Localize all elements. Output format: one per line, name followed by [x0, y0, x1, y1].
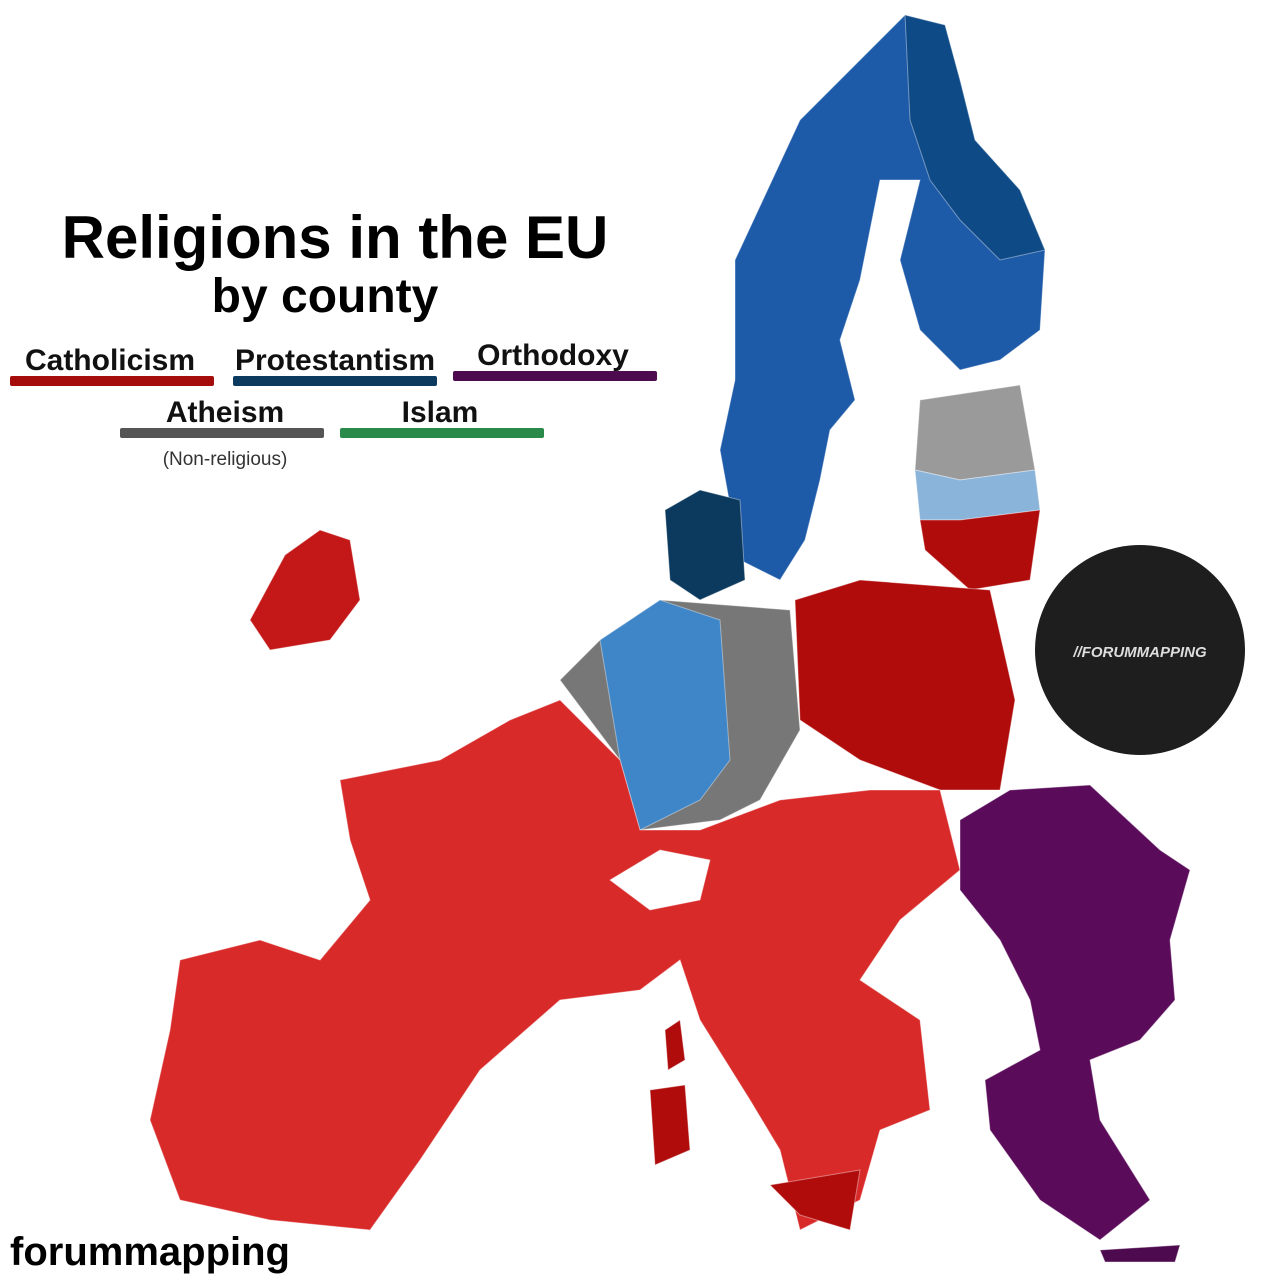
west-south — [149, 699, 961, 1231]
balkans-east — [959, 784, 1191, 1241]
legend-label: Catholicism — [25, 344, 195, 377]
logo-circle — [1035, 545, 1245, 755]
legend-bar — [340, 428, 544, 438]
legend-label: Islam — [402, 396, 479, 429]
sicily — [768, 1169, 861, 1231]
baltics-north — [914, 384, 1036, 481]
crete — [1099, 1244, 1181, 1263]
switzerland — [609, 849, 711, 911]
legend-bar — [453, 371, 657, 381]
legend-label: Orthodoxy — [477, 339, 629, 372]
lithuania — [919, 509, 1041, 591]
legend-label: Atheism — [166, 396, 284, 429]
legend-note: (Non-religious) — [163, 449, 288, 470]
poland — [794, 579, 1016, 791]
legend: Catholicism Protestantism Orthodoxy Atheism… — [10, 339, 657, 470]
legend-bar — [10, 376, 214, 386]
logo-text: //FORUMMAPPING — [1072, 644, 1207, 661]
legend-bar — [233, 376, 437, 386]
finland-north — [904, 14, 1046, 261]
title: Religions in the EU — [62, 204, 609, 271]
legend-label: Protestantism — [235, 344, 435, 377]
ireland — [249, 529, 361, 651]
denmark — [664, 489, 746, 601]
legend-bar — [120, 428, 324, 438]
corsica — [664, 1019, 686, 1071]
sardinia — [649, 1084, 691, 1166]
map — [149, 14, 1191, 1263]
footer: forummapping — [10, 1230, 290, 1274]
subtitle: by county — [212, 270, 439, 323]
logo: //FORUMMAPPING — [1035, 545, 1245, 755]
